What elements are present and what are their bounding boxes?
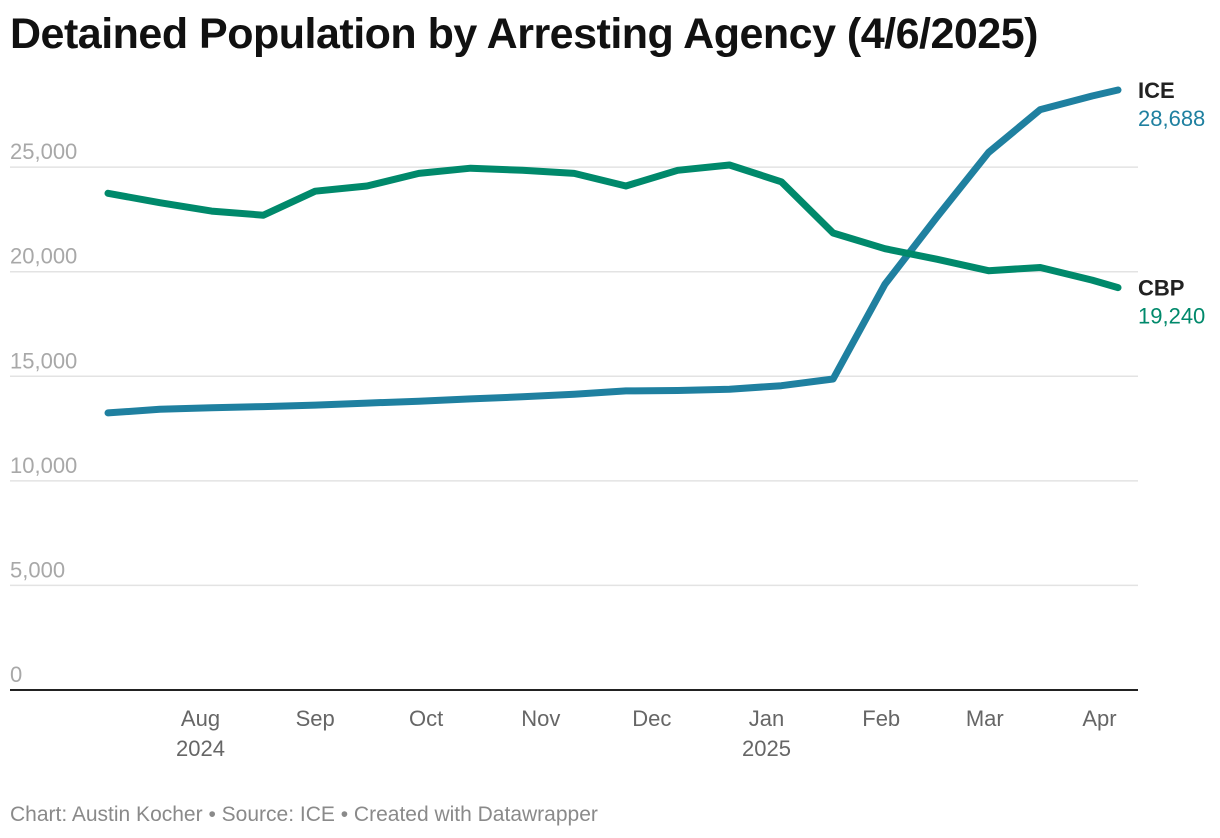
end-labels: ICE 28,688 CBP 19,240: [1138, 78, 1205, 329]
y-tick-label: 15,000: [10, 348, 77, 373]
x-tick-label: Aug: [181, 706, 220, 731]
x-tick-label: Jan: [749, 706, 784, 731]
chart-title: Detained Population by Arresting Agency …: [10, 10, 1038, 58]
series-value-label-cbp: 19,240: [1138, 304, 1205, 329]
footer-credit: Created with Datawrapper: [353, 803, 598, 826]
x-tick-year-label: 2024: [176, 736, 225, 761]
line-chart: 0 5,000 10,000 15,000 20,000 25,000 Aug 2024 Se…: [10, 78, 1205, 761]
x-tick-label: Dec: [632, 706, 671, 731]
footer-separator: •: [340, 803, 349, 826]
x-tick-label: Mar: [966, 706, 1004, 731]
x-tick-label: Oct: [409, 706, 443, 731]
chart-footer: Chart: Austin Kocher • Source: ICE • Cre…: [10, 803, 598, 827]
x-tick-label: Apr: [1082, 706, 1116, 731]
footer-source: Source: ICE: [221, 803, 335, 826]
y-axis: 0 5,000 10,000 15,000 20,000 25,000: [10, 139, 77, 687]
y-tick-label: 0: [10, 662, 22, 687]
footer-author: Chart: Austin Kocher: [10, 803, 203, 826]
x-tick-year-label: 2025: [742, 736, 791, 761]
series-line-cbp: [104, 161, 1122, 292]
x-axis: Aug 2024 Sep Oct Nov Dec Jan 2025 Feb Mar Apr: [176, 706, 1117, 761]
footer-separator: •: [208, 803, 216, 826]
y-tick-label: 25,000: [10, 139, 77, 164]
series-label-cbp: CBP: [1138, 276, 1184, 301]
series-label-ice: ICE: [1138, 78, 1175, 103]
x-tick-label: Nov: [521, 706, 560, 731]
y-tick-label: 10,000: [10, 453, 77, 478]
x-tick-label: Sep: [296, 706, 335, 731]
y-tick-label: 5,000: [10, 557, 65, 582]
series-line-ice: [104, 86, 1122, 417]
y-tick-label: 20,000: [10, 244, 77, 269]
series-lines: [104, 86, 1122, 417]
x-tick-label: Feb: [862, 706, 900, 731]
series-value-label-ice: 28,688: [1138, 106, 1205, 131]
grid-lines: [10, 166, 1138, 691]
